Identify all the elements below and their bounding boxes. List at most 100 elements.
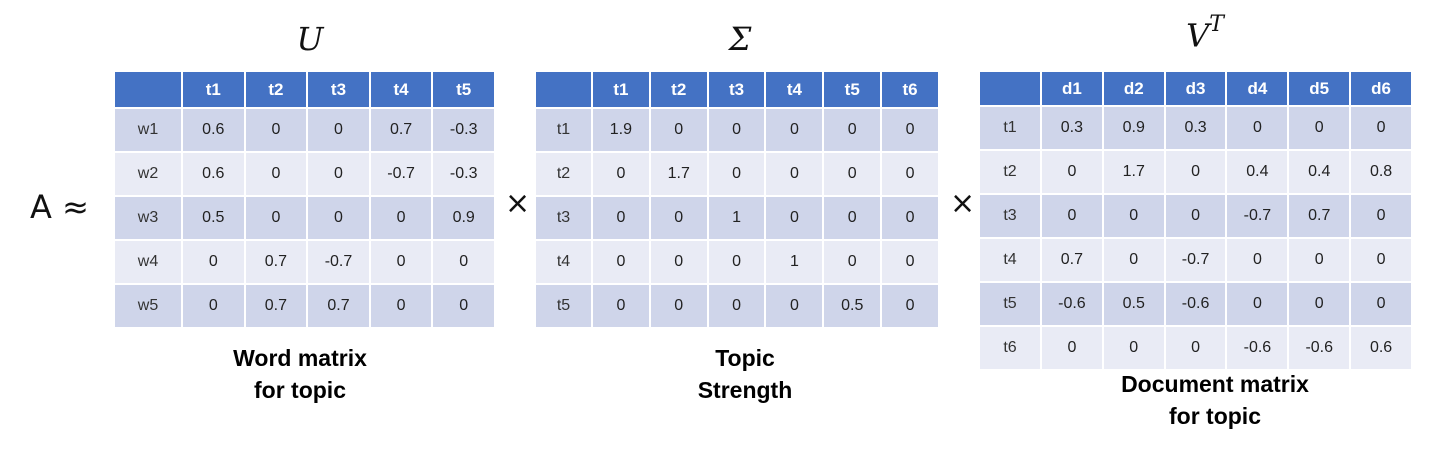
sigma-cell: 0 xyxy=(592,240,651,285)
sigma-cell: 0 xyxy=(823,240,883,285)
sigma-matrix-caption: Topic Strength xyxy=(620,342,870,406)
vt-col-header: d2 xyxy=(1102,72,1166,107)
vt-cell: 0 xyxy=(1226,282,1290,327)
sigma-cell: 0 xyxy=(765,284,825,329)
u-cell: 0 xyxy=(307,196,371,241)
sigma-col-header: t3 xyxy=(707,72,767,109)
sigma-col-header: t1 xyxy=(592,72,651,109)
vt-table-row: t3 0 0 0 -0.7 0.7 0 xyxy=(980,194,1413,239)
vt-col-header: d4 xyxy=(1226,72,1290,107)
u-cell: 0 xyxy=(432,284,496,329)
u-matrix-table: t1 t2 t3 t4 t5 w1 0.6 0 0 0.7 -0.3 w2 0.6 0 0 -0.7 -0.3 w… xyxy=(115,72,496,329)
vt-caption-line2: for topic xyxy=(1169,403,1261,429)
u-cell: -0.7 xyxy=(307,240,371,285)
vt-cell: 0 xyxy=(1164,150,1228,195)
sigma-cell: 0 xyxy=(765,108,825,153)
vt-cell: 0.7 xyxy=(1288,194,1352,239)
sigma-cell: 0 xyxy=(707,284,767,329)
vt-row-label: t1 xyxy=(980,106,1042,151)
u-cell: 0.9 xyxy=(432,196,496,241)
u-cell: 0.7 xyxy=(244,240,309,285)
u-table-row: w2 0.6 0 0 -0.7 -0.3 xyxy=(115,152,496,197)
u-row-label: w5 xyxy=(115,284,183,329)
vt-row-label: t4 xyxy=(980,238,1042,283)
u-table-row: w5 0 0.7 0.7 0 0 xyxy=(115,284,496,329)
vt-table-row: t2 0 1.7 0 0.4 0.4 0.8 xyxy=(980,150,1413,195)
u-cell: 0.7 xyxy=(244,284,309,329)
u-cell: 0.5 xyxy=(182,196,246,241)
u-col-header: t2 xyxy=(244,72,309,109)
vt-cell: 0.7 xyxy=(1041,238,1104,283)
sigma-cell: 0 xyxy=(881,152,940,197)
sigma-col-header: t6 xyxy=(881,72,940,109)
u-matrix-symbol: U xyxy=(296,20,324,58)
sigma-cell: 1 xyxy=(765,240,825,285)
sigma-cell: 0 xyxy=(649,196,709,241)
sigma-cell: 0 xyxy=(707,108,767,153)
sigma-cell: 0 xyxy=(881,108,940,153)
u-table-row: w4 0 0.7 -0.7 0 0 xyxy=(115,240,496,285)
vt-cell: 0 xyxy=(1164,194,1228,239)
sigma-cell: 0 xyxy=(881,284,940,329)
vt-cell: 0.4 xyxy=(1226,150,1290,195)
u-cell: 0 xyxy=(244,108,309,153)
vt-col-header: d3 xyxy=(1164,72,1228,107)
u-caption-line1: Word matrix xyxy=(233,345,367,371)
sigma-matrix-symbol: Σ xyxy=(728,20,752,58)
u-cell: 0 xyxy=(307,152,371,197)
u-cell: 0.7 xyxy=(307,284,371,329)
sigma-table-row: t1 1.9 0 0 0 0 0 xyxy=(536,108,940,153)
sigma-row-label: t4 xyxy=(536,240,593,285)
vt-col-header: d5 xyxy=(1288,72,1352,107)
sigma-cell: 0 xyxy=(649,240,709,285)
u-cell: 0 xyxy=(244,152,309,197)
vt-corner-cell xyxy=(980,72,1042,107)
vt-cell: 0 xyxy=(1226,238,1290,283)
sigma-table-row: t5 0 0 0 0 0.5 0 xyxy=(536,284,940,329)
u-table-row: w1 0.6 0 0 0.7 -0.3 xyxy=(115,108,496,153)
sigma-cell: 0 xyxy=(881,196,940,241)
sigma-col-header: t4 xyxy=(765,72,825,109)
sigma-row-label: t1 xyxy=(536,108,593,153)
u-cell: 0 xyxy=(307,108,371,153)
vt-row-label: t5 xyxy=(980,282,1042,327)
vt-cell: 0 xyxy=(1350,106,1413,151)
vt-col-header: d6 xyxy=(1350,72,1413,107)
a-approx-label: A ≈ xyxy=(30,188,89,226)
u-cell: 0 xyxy=(369,240,434,285)
sigma-matrix-table: t1 t2 t3 t4 t5 t6 t1 1.9 0 0 0 0 0 t2 0 1.7 0 0 0 0 t3 0 0 1 0 0 0… xyxy=(536,72,940,329)
sigma-col-header: t2 xyxy=(649,72,709,109)
sigma-row-label: t5 xyxy=(536,284,593,329)
u-matrix-caption: Word matrix for topic xyxy=(150,342,450,406)
u-row-label: w3 xyxy=(115,196,183,241)
sigma-cell: 0 xyxy=(707,240,767,285)
sigma-cell: 0 xyxy=(823,152,883,197)
vt-cell: 0 xyxy=(1102,238,1166,283)
vt-cell: 0 xyxy=(1288,106,1352,151)
vt-caption-line1: Document matrix xyxy=(1121,371,1309,397)
sigma-cell: 0 xyxy=(649,284,709,329)
sigma-corner-cell xyxy=(536,72,593,109)
vt-matrix-symbol: VT xyxy=(1165,12,1245,55)
vt-col-header: d1 xyxy=(1041,72,1104,107)
vt-cell: -0.7 xyxy=(1226,194,1290,239)
u-caption-line2: for topic xyxy=(254,377,346,403)
sigma-table-row: t2 0 1.7 0 0 0 0 xyxy=(536,152,940,197)
vt-symbol-superscript: T xyxy=(1209,12,1224,37)
sigma-row-label: t3 xyxy=(536,196,593,241)
sigma-row-label: t2 xyxy=(536,152,593,197)
vt-cell: 0 xyxy=(1350,238,1413,283)
sigma-cell: 0 xyxy=(765,152,825,197)
vt-table-row: t5 -0.6 0.5 -0.6 0 0 0 xyxy=(980,282,1413,327)
vt-cell: 0 xyxy=(1288,282,1352,327)
u-cell: 0 xyxy=(369,284,434,329)
vt-cell: 0 xyxy=(1350,194,1413,239)
sigma-cell: 0 xyxy=(881,240,940,285)
vt-cell: 0 xyxy=(1041,194,1104,239)
u-cell: 0.7 xyxy=(369,108,434,153)
vt-symbol-base: V xyxy=(1186,16,1210,55)
u-col-header: t3 xyxy=(307,72,371,109)
vt-matrix-caption: Document matrix for topic xyxy=(1060,368,1370,432)
vt-cell: 0 xyxy=(1288,238,1352,283)
vt-cell: 0 xyxy=(1102,194,1166,239)
